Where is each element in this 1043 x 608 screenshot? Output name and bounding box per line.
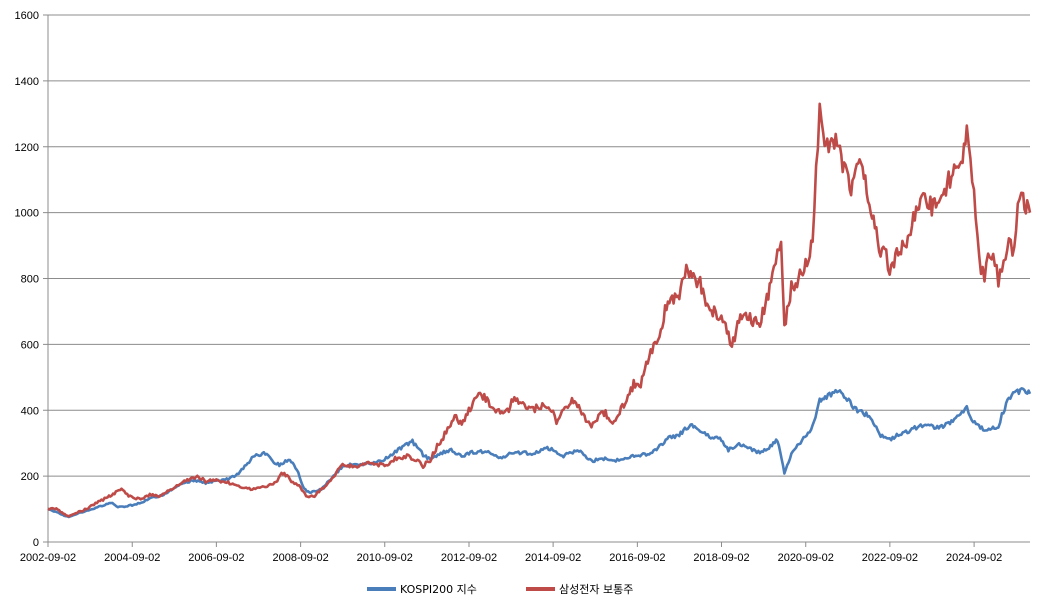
x-tick-label: 2006-09-02 [188,552,244,564]
series-line-samsung [47,102,1032,518]
y-tick-label: 1400 [15,76,39,88]
legend-label-kospi200: KOSPI200 지수 [400,583,477,596]
x-tick-label: 2022-09-02 [862,552,918,564]
gridlines [43,14,1030,543]
x-axis-tick-labels: 2002-09-02 2004-09-02 2006-09-02 2008-09-02… [20,542,1002,564]
y-tick-label: 1600 [15,10,39,22]
legend-label-samsung: 삼성전자 보통주 [559,583,633,596]
x-tick-label: 2020-09-02 [778,552,834,564]
x-tick-label: 2002-09-02 [20,552,76,564]
x-tick-label: 2012-09-02 [441,552,497,564]
legend: KOSPI200 지수 삼성전자 보통주 [367,583,633,596]
axes [47,15,1030,543]
y-tick-label: 1200 [15,142,39,154]
x-tick-label: 2008-09-02 [272,552,328,564]
y-tick-label: 1000 [15,208,39,220]
y-tick-label: 0 [33,537,39,549]
series-lines [47,102,1032,519]
x-tick-label: 2018-09-02 [693,552,749,564]
x-tick-label: 2024-09-02 [946,552,1002,564]
y-tick-label: 800 [21,274,39,286]
x-tick-label: 2010-09-02 [357,552,413,564]
y-tick-label: 200 [21,471,39,483]
x-tick-label: 2004-09-02 [104,552,160,564]
x-tick-label: 2014-09-02 [525,552,581,564]
x-tick-label: 2016-09-02 [609,552,665,564]
y-axis-tick-labels: 0 200 400 600 800 1000 1200 1400 1600 [15,10,39,549]
y-tick-label: 400 [21,405,39,417]
y-tick-label: 600 [21,339,39,351]
